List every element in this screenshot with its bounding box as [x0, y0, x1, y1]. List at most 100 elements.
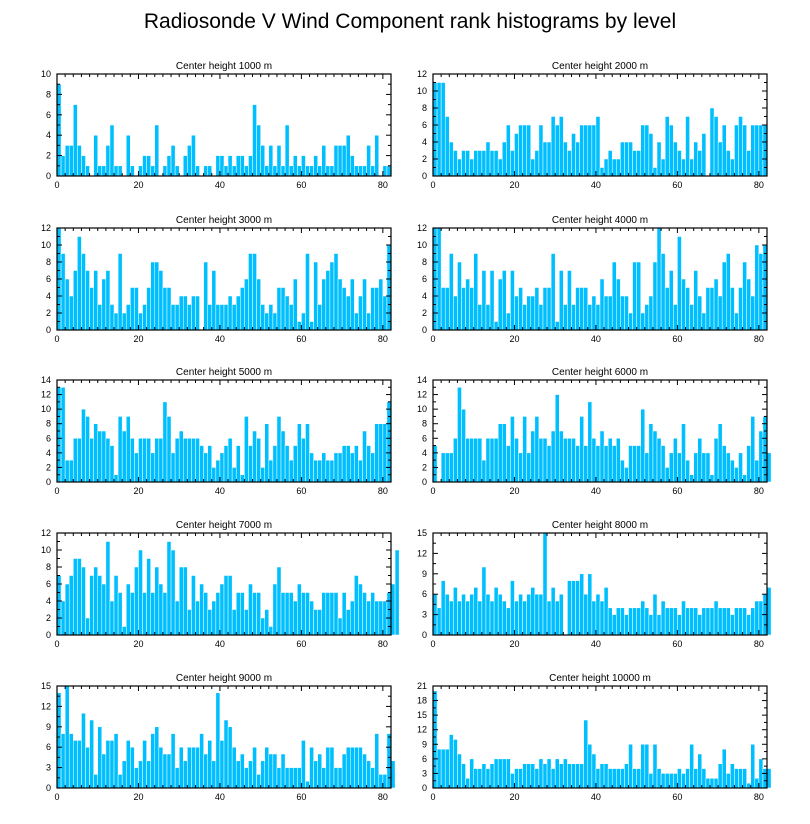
- histogram-bar: [497, 423, 503, 483]
- x-tick-label: 80: [378, 639, 388, 649]
- x-tick-label: 60: [296, 792, 306, 802]
- x-tick-label: 0: [430, 639, 435, 649]
- histogram-bar: [628, 607, 633, 636]
- histogram-bar: [567, 580, 572, 636]
- histogram-bar: [170, 145, 176, 177]
- histogram-bar: [526, 295, 532, 331]
- histogram-bar: [616, 607, 621, 636]
- histogram-bar: [138, 165, 143, 177]
- histogram-bar: [223, 445, 229, 483]
- histogram-bar: [465, 600, 470, 636]
- histogram-bar: [227, 155, 233, 177]
- histogram-bar: [616, 768, 621, 789]
- histogram-bar: [693, 768, 699, 789]
- histogram-bar: [681, 773, 686, 789]
- histogram-bar: [235, 592, 241, 636]
- histogram-bar: [170, 304, 176, 331]
- histogram-bar: [750, 124, 756, 177]
- y-tick-label: 4: [422, 448, 427, 458]
- histogram-bar: [701, 452, 707, 483]
- x-tick-label: 40: [591, 639, 601, 649]
- histogram-bar: [337, 278, 343, 331]
- histogram-bar: [272, 445, 278, 483]
- histogram-bar: [329, 592, 335, 636]
- histogram-bar: [620, 607, 625, 636]
- histogram-bar: [288, 165, 294, 177]
- histogram-bar: [358, 459, 363, 483]
- histogram-bar: [469, 438, 474, 483]
- histogram-bar: [223, 719, 229, 789]
- y-tick-label: 10: [417, 86, 427, 96]
- histogram-bar: [734, 467, 739, 483]
- histogram-bar: [97, 304, 103, 331]
- histogram-bar: [673, 304, 678, 331]
- histogram-bar: [461, 763, 466, 789]
- histogram-bar: [660, 445, 666, 483]
- histogram-bar: [628, 141, 633, 177]
- histogram-bar: [457, 600, 462, 636]
- histogram-bar: [89, 287, 94, 331]
- histogram-bar: [603, 295, 609, 331]
- histogram-bar: [191, 438, 196, 483]
- y-tick-label: 4: [46, 130, 51, 140]
- y-tick-label: 10: [41, 404, 51, 414]
- histogram-bar: [579, 573, 584, 636]
- histogram-bar: [607, 150, 613, 177]
- histogram-bar: [693, 607, 699, 636]
- histogram-bar: [721, 124, 727, 177]
- histogram-bar: [362, 592, 367, 636]
- x-tick-label: 0: [54, 334, 59, 344]
- histogram-bar: [542, 763, 548, 789]
- histogram-bar: [713, 278, 719, 331]
- histogram-bar: [260, 760, 265, 789]
- histogram-bar: [166, 155, 172, 177]
- histogram-bar: [203, 452, 208, 483]
- histogram-bar: [668, 124, 674, 177]
- histogram-bar: [546, 141, 552, 177]
- histogram-bar: [276, 287, 282, 331]
- y-tick-label: 4: [422, 291, 427, 301]
- histogram-bar: [632, 445, 637, 483]
- histogram-bar: [345, 295, 351, 331]
- histogram-bar: [154, 726, 160, 789]
- y-tick-label: 12: [417, 548, 427, 558]
- histogram-bar: [652, 593, 658, 636]
- histogram-bar: [591, 295, 597, 331]
- histogram-bar: [477, 150, 483, 177]
- histogram-bar: [709, 474, 715, 483]
- histogram-bar: [705, 452, 711, 483]
- histogram-bar: [313, 760, 318, 789]
- histogram-bar: [607, 438, 613, 483]
- y-tick-label: 4: [46, 596, 51, 606]
- histogram-bar: [264, 423, 270, 483]
- x-tick-label: 40: [215, 792, 225, 802]
- histogram-bar: [374, 733, 380, 789]
- histogram-bar: [644, 744, 650, 789]
- histogram-bar: [97, 575, 103, 636]
- histogram-bar: [563, 141, 568, 177]
- histogram-bar: [305, 165, 310, 177]
- histogram-bar: [183, 295, 188, 331]
- histogram-bar: [522, 763, 527, 789]
- histogram-bar: [689, 607, 694, 636]
- histogram-bar: [497, 593, 503, 636]
- histogram-bar: [473, 768, 479, 789]
- histogram-bar: [166, 753, 172, 789]
- histogram-bar: [685, 116, 690, 177]
- y-tick-label: 8: [46, 257, 51, 267]
- histogram-bar: [345, 609, 351, 636]
- histogram-bar: [56, 692, 62, 789]
- histogram-bar: [563, 758, 568, 789]
- histogram-bar: [174, 600, 180, 636]
- histogram-bar: [146, 760, 151, 789]
- histogram-bar: [652, 430, 658, 483]
- histogram-bar: [227, 295, 233, 331]
- histogram-bar: [105, 541, 111, 636]
- histogram-bar: [211, 600, 217, 636]
- panel-title: Center height 1000 m: [176, 61, 272, 72]
- x-tick-label: 80: [378, 792, 388, 802]
- histogram-bar: [701, 768, 707, 789]
- histogram-bar: [235, 445, 241, 483]
- histogram-bar: [142, 740, 147, 789]
